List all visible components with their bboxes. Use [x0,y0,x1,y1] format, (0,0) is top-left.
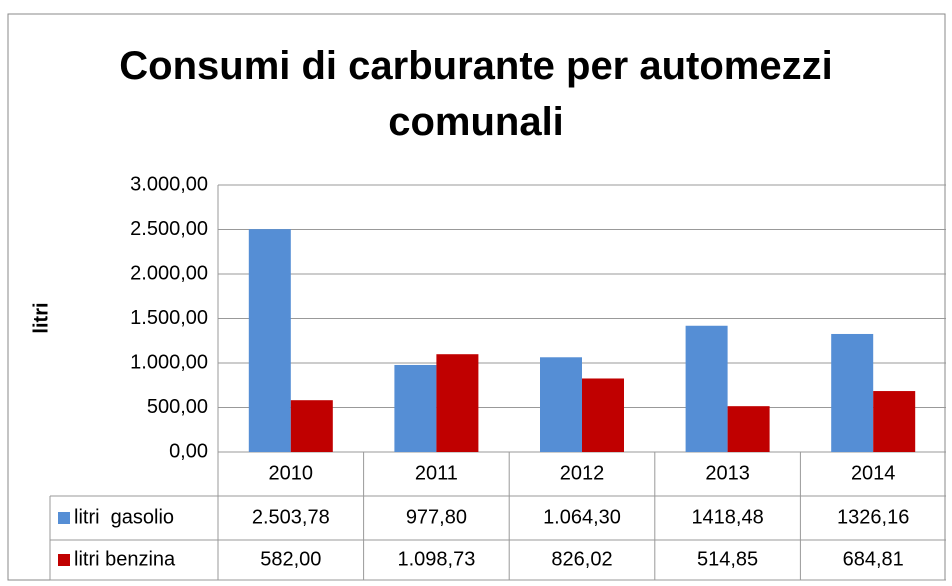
table-value: 1.098,73 [397,548,475,570]
x-tick-label: 2010 [269,462,314,484]
bar [540,357,582,452]
legend-label: litri gasolio [74,506,174,528]
bar [582,378,624,452]
bar [436,354,479,452]
legend-swatch [58,512,70,524]
y-tick-label: 0,00 [169,440,208,462]
bar [831,333,874,452]
legend-swatch [58,554,70,566]
bar [290,400,333,452]
y-tick-label: 2.500,00 [130,218,208,240]
x-tick-label: 2013 [705,462,750,484]
y-tick-label: 500,00 [147,396,208,418]
bar [873,391,916,452]
chart-title: Consumi di carburante per automezzi comu… [119,44,833,144]
table-value: 684,81 [843,548,904,570]
table-value: 1.064,30 [543,506,621,528]
table-value: 977,80 [406,506,467,528]
y-tick-label: 2.000,00 [130,262,208,284]
bar [727,406,770,452]
table-value: 826,02 [551,548,612,570]
bar [394,364,437,452]
x-tick-label: 2014 [851,462,896,484]
table-value: 514,85 [697,548,758,570]
table-value: 2.503,78 [252,506,330,528]
table-value: 1418,48 [691,506,763,528]
y-tick-label: 3.000,00 [130,173,208,195]
x-tick-label: 2012 [560,462,605,484]
table-value: 582,00 [260,548,321,570]
table-value: 1326,16 [837,506,909,528]
y-axis-label: litri [30,302,52,333]
bar [685,325,728,452]
y-tick-label: 1.000,00 [130,351,208,373]
bar [248,229,291,452]
legend-label: litri benzina [74,548,176,570]
x-tick-label: 2011 [415,462,458,484]
y-tick-label: 1.500,00 [130,307,208,329]
